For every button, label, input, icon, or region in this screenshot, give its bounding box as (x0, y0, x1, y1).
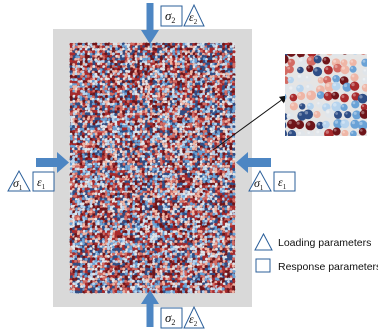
zoom-inset (285, 54, 367, 136)
square-icon (32, 171, 55, 192)
triangle-icon (7, 169, 31, 192)
legend-loading-label: Loading parameters (278, 237, 371, 249)
epsilon-subscript: 1 (42, 183, 46, 191)
left-load-label: σ1 ε1 (7, 169, 55, 192)
square-icon (255, 258, 271, 273)
sigma-subscript: 2 (171, 16, 175, 25)
top-load-arrow (141, 3, 159, 44)
right-load-arrow (236, 152, 271, 173)
sigma-subscript: 1 (260, 184, 264, 192)
sigma-subscript: 2 (171, 318, 175, 327)
sigma-symbol: σ (165, 310, 172, 325)
legend: Loading parameters Response parameters (254, 232, 378, 273)
triangle-icon (254, 232, 273, 251)
zoom-particles (285, 54, 367, 136)
epsilon-subscript: 2 (194, 18, 198, 26)
triangle-icon (183, 3, 205, 27)
right-load-label: σ1 ε1 (248, 169, 296, 192)
zoom-pointer-arrow (212, 95, 288, 151)
square-icon (160, 5, 183, 27)
epsilon-symbol: ε (189, 312, 194, 326)
triangle-icon (248, 169, 272, 192)
legend-response-label: Response parameters (278, 261, 378, 273)
particle-packing-texture (69, 42, 236, 294)
epsilon-symbol: ε (37, 175, 42, 189)
triangle-icon (183, 305, 205, 329)
epsilon-symbol: ε (278, 175, 283, 189)
sigma-symbol: σ (165, 8, 172, 23)
epsilon-symbol: ε (189, 10, 194, 24)
epsilon-subscript: 1 (283, 183, 287, 191)
epsilon-subscript: 2 (194, 320, 198, 328)
square-icon (160, 307, 183, 329)
sigma-subscript: 1 (19, 184, 23, 192)
sigma-symbol: σ (254, 176, 261, 190)
top-load-label: σ2 ε2 (160, 3, 205, 27)
left-load-arrow (36, 152, 69, 173)
bottom-load-label: σ2 ε2 (160, 305, 205, 329)
bottom-load-arrow (141, 290, 159, 327)
square-icon (273, 171, 296, 192)
sigma-symbol: σ (13, 176, 20, 190)
